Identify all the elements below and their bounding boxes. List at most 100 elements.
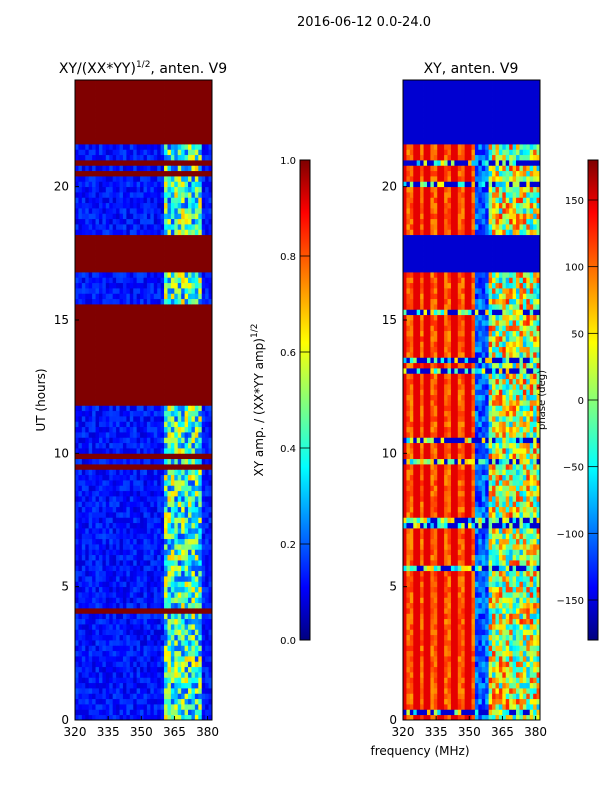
- heatmap-cell: [153, 453, 158, 460]
- heatmap-cell: [174, 688, 179, 694]
- heatmap-cell: [102, 602, 107, 609]
- heatmap-cell: [153, 384, 158, 390]
- heatmap-cell: [119, 592, 124, 598]
- heatmap-cell: [174, 341, 179, 348]
- heatmap-cell: [177, 138, 182, 145]
- heatmap-cell: [78, 421, 83, 428]
- heatmap-cell: [157, 357, 162, 364]
- heatmap-cell: [112, 122, 117, 129]
- heatmap-cell: [198, 501, 203, 508]
- heatmap-cell: [177, 357, 182, 364]
- heatmap-cell: [88, 373, 93, 380]
- heatmap-cell: [75, 693, 79, 700]
- heatmap-cell: [119, 634, 124, 641]
- heatmap-cell: [174, 496, 179, 502]
- heatmap-cell: [184, 640, 189, 646]
- heatmap-cell: [160, 608, 165, 614]
- heatmap-cell: [184, 85, 189, 92]
- amplitude-ylabel: UT (hours): [34, 368, 48, 431]
- heatmap-cell: [140, 682, 144, 689]
- heatmap-cell: [208, 437, 213, 444]
- heatmap-cell: [88, 645, 93, 652]
- heatmap-cell: [133, 640, 138, 646]
- heatmap-cell: [205, 640, 209, 646]
- heatmap-cell: [167, 304, 172, 310]
- heatmap-cell: [464, 704, 469, 710]
- heatmap-cell: [191, 90, 196, 97]
- heatmap-cell: [181, 192, 185, 198]
- heatmap-cell: [126, 602, 131, 609]
- heatmap-cell: [153, 576, 158, 582]
- heatmap-cell: [174, 698, 179, 705]
- heatmap-cell: [129, 698, 134, 705]
- heatmap-cell: [75, 634, 79, 641]
- heatmap-cell: [184, 442, 189, 449]
- heatmap-cell: [170, 538, 175, 545]
- heatmap-cell: [177, 202, 182, 209]
- heatmap-cell: [194, 688, 199, 694]
- heatmap-cell: [150, 309, 155, 316]
- heatmap-cell: [177, 602, 182, 609]
- heatmap-cell: [95, 240, 100, 246]
- heatmap-cell: [81, 597, 86, 604]
- heatmap-cell: [194, 218, 199, 225]
- heatmap-cell: [85, 640, 90, 646]
- heatmap-cell: [184, 672, 189, 678]
- heatmap-cell: [129, 202, 134, 209]
- heatmap-cell: [95, 480, 100, 486]
- heatmap-cell: [88, 272, 93, 278]
- heatmap-cell: [109, 624, 114, 630]
- heatmap-cell: [150, 122, 155, 129]
- heatmap-cell: [109, 320, 114, 326]
- amplitude-x-ticks: 320 335 350 365 380: [64, 716, 219, 739]
- heatmap-cell: [153, 618, 158, 625]
- heatmap-cell: [122, 704, 127, 710]
- heatmap-cell: [194, 576, 199, 582]
- heatmap-cell: [105, 261, 110, 268]
- heatmap-cell: [122, 400, 127, 406]
- heatmap-cell: [177, 384, 182, 390]
- heatmap-cell: [126, 352, 131, 358]
- heatmap-cell: [78, 656, 83, 662]
- heatmap-cell: [157, 522, 162, 529]
- heatmap-cell: [143, 389, 148, 396]
- heatmap-cell: [505, 704, 510, 710]
- heatmap-cell: [81, 490, 86, 497]
- heatmap-cell: [153, 586, 158, 593]
- heatmap-cell: [129, 90, 134, 97]
- heatmap-cell: [75, 288, 79, 294]
- heatmap-cell: [181, 666, 185, 673]
- heatmap-cell: [146, 330, 151, 337]
- heatmap-cell: [188, 352, 192, 358]
- heatmap-cell: [102, 138, 107, 145]
- heatmap-cell: [164, 128, 168, 134]
- heatmap-cell: [167, 394, 172, 401]
- heatmap-cell: [85, 581, 90, 588]
- amplitude-axes-frame: [74, 79, 213, 721]
- heatmap-cell: [160, 202, 165, 209]
- heatmap-cell: [184, 202, 189, 209]
- heatmap-cell: [143, 298, 148, 305]
- heatmap-cell: [160, 400, 165, 406]
- heatmap-cell: [181, 266, 185, 273]
- heatmap-cell: [75, 160, 79, 166]
- heatmap-cell: [188, 554, 192, 561]
- heatmap-cell: [146, 160, 151, 166]
- heatmap-cell: [116, 181, 120, 188]
- heatmap-cell: [78, 528, 83, 534]
- heatmap-cell: [150, 85, 155, 92]
- heatmap-cell: [208, 613, 213, 620]
- heatmap-cell: [95, 106, 100, 113]
- heatmap-cell: [92, 581, 96, 588]
- heatmap-cell: [164, 208, 168, 214]
- heatmap-cell: [184, 496, 189, 502]
- heatmap-cell: [78, 405, 83, 412]
- heatmap-cell: [119, 122, 124, 129]
- heatmap-cell: [122, 512, 127, 518]
- heatmap-cell: [444, 704, 448, 710]
- heatmap-cell: [102, 160, 107, 166]
- heatmap-cell: [177, 314, 182, 321]
- heatmap-cell: [140, 506, 144, 513]
- heatmap-cell: [184, 346, 189, 353]
- heatmap-cell: [75, 304, 79, 310]
